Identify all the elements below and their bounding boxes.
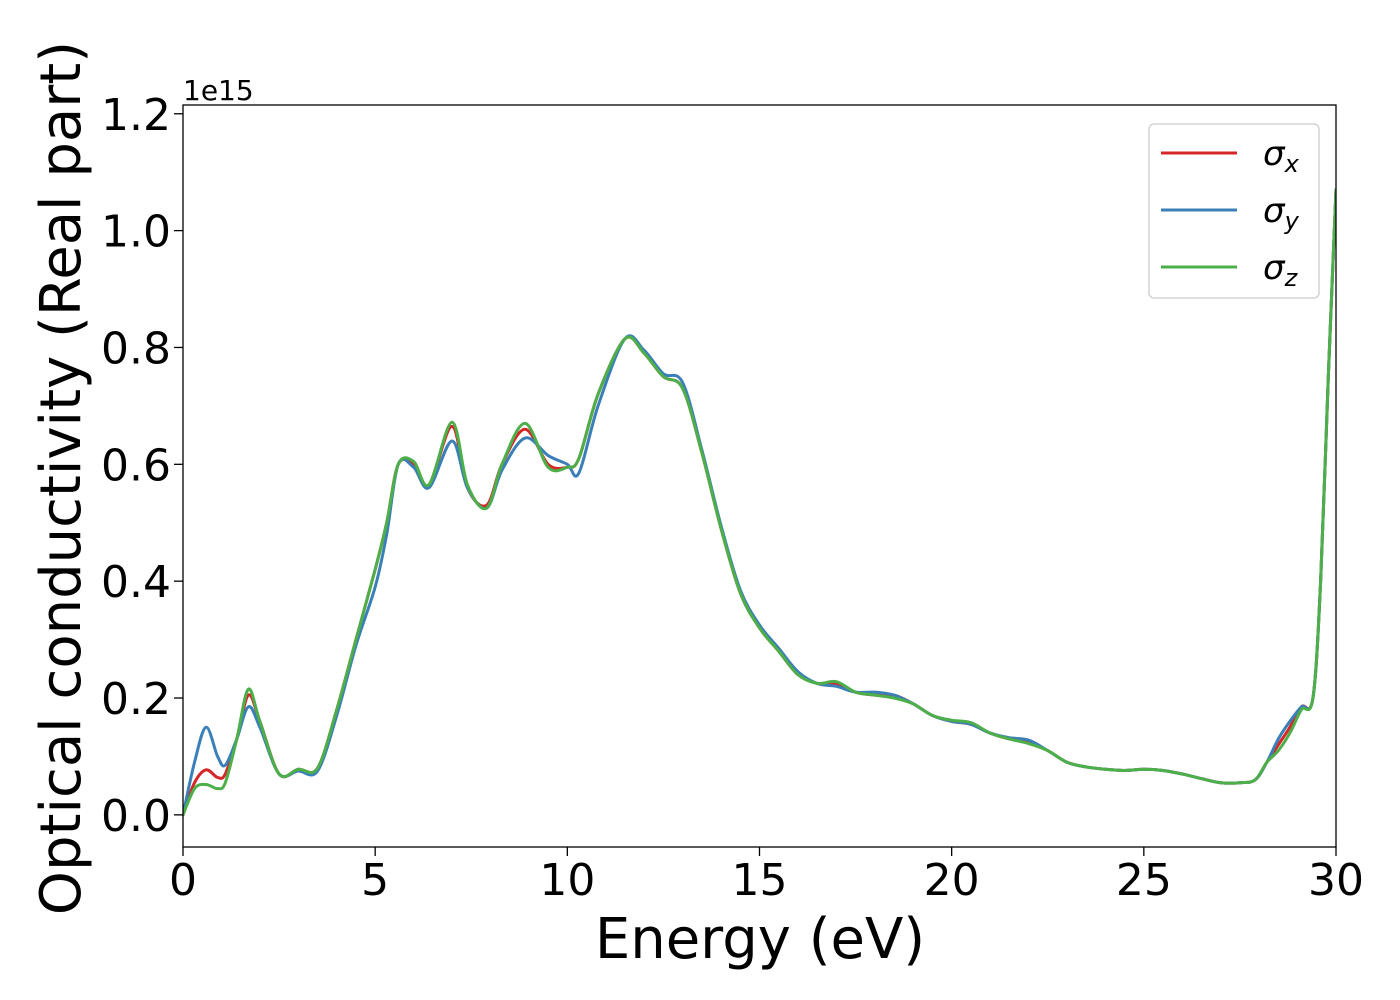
- y-tick-label: 0.0: [101, 791, 171, 842]
- x-tick-label: 10: [539, 855, 595, 906]
- y-offset-label: 1e15: [183, 74, 254, 107]
- x-tick-label: 15: [732, 855, 788, 906]
- y-tick-label: 1.0: [101, 207, 171, 258]
- x-tick-label: 20: [924, 855, 980, 906]
- series-line-sigma-z: [183, 188, 1336, 817]
- legend-label-sigma-y: σy: [1263, 191, 1300, 235]
- y-axis-label: Optical conductivity (Real part): [29, 41, 94, 915]
- y-tick-label: 0.2: [101, 674, 171, 725]
- x-tick-label: 0: [169, 855, 197, 906]
- axes-layer: 0 5 10 15 20 25 30 0.0 0.2 0.4 0.6 0.8 1.0 1.2: [101, 90, 1364, 906]
- legend-label-sigma-x: σx: [1263, 134, 1300, 178]
- y-tick-label: 1.2: [101, 90, 171, 141]
- legend: σx σy σz: [1148, 123, 1320, 299]
- x-tick-label: 30: [1308, 855, 1364, 906]
- y-tick-label: 0.4: [101, 557, 171, 608]
- y-tick-label: 0.8: [101, 323, 171, 374]
- series-layer: [183, 188, 1336, 817]
- x-tick-label: 5: [361, 855, 389, 906]
- legend-label-sigma-z: σz: [1263, 248, 1299, 292]
- x-tick-label: 25: [1116, 855, 1172, 906]
- x-axis-label: Energy (eV): [595, 907, 925, 972]
- y-tick-label: 0.6: [101, 440, 171, 491]
